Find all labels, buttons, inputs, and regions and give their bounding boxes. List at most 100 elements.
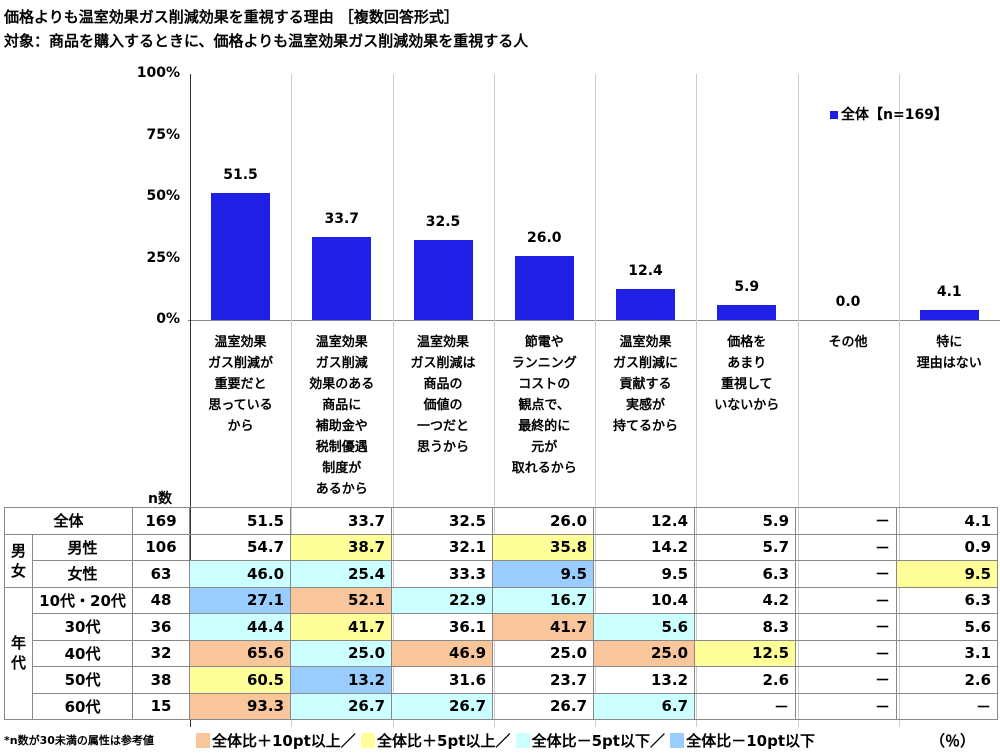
value-cell: 12.5	[694, 639, 797, 667]
value-cell: 46.9	[391, 639, 494, 667]
bar	[616, 289, 675, 320]
value-cell: 23.7	[492, 666, 595, 694]
value-cell: 2.6	[896, 666, 999, 694]
value-cell: 36.1	[391, 613, 494, 641]
bar	[717, 305, 777, 320]
column-divider	[190, 74, 191, 727]
value-cell: 9.5	[896, 560, 999, 588]
category-label: 温室効果 ガス削減は 商品の 価値の 一つだと 思うから	[410, 335, 476, 455]
y-tick-label: 25%	[146, 249, 180, 266]
table-row: 40代 32 65.6 25.0 46.9 25.0 25.0 12.5 － 3.1	[5, 639, 999, 667]
value-cell: 26.7	[290, 692, 393, 720]
row-label: 50代	[32, 666, 134, 694]
key-swatch-yellow	[361, 733, 376, 748]
n-count: 169	[132, 507, 191, 535]
value-cell: 14.2	[593, 533, 696, 561]
category-label: 節電や ランニング コストの 観点で、 最終的に 元が 取れるから	[511, 335, 577, 476]
bar-data-label: 5.9	[734, 279, 760, 296]
value-cell: 32.5	[391, 507, 494, 535]
n-header: n数	[148, 491, 172, 507]
bar-data-label: 0.0	[835, 294, 861, 310]
value-cell: 5.7	[694, 533, 797, 561]
key-label: 全体比－10pt以下	[686, 732, 816, 750]
value-cell: 26.0	[492, 507, 595, 535]
value-cell: －	[795, 666, 898, 694]
bar-data-label: 51.5	[223, 167, 258, 184]
footnote: *n数が30未満の属性は参考値	[4, 734, 154, 747]
bar-data-label: 32.5	[425, 214, 461, 231]
value-cell: 41.7	[290, 613, 393, 641]
value-cell: －	[795, 533, 898, 561]
value-cell: 3.1	[896, 639, 999, 667]
value-cell: 60.5	[189, 666, 292, 694]
table-row: 30代 36 44.4 41.7 36.1 41.7 5.6 8.3 － 5.6	[5, 613, 999, 641]
y-tick-label: 50%	[146, 188, 180, 204]
x-axis-line	[188, 320, 1000, 321]
value-cell: －	[795, 560, 898, 588]
row-label: 40代	[32, 639, 134, 667]
row-label: 60代	[32, 692, 134, 720]
value-cell: 4.2	[694, 586, 797, 614]
bar	[514, 256, 574, 320]
bar	[312, 237, 372, 320]
table-row: 年 代 10代・20代 48 27.1 52.1 22.9 16.7 10.4 4.2 － 6.3	[3, 586, 999, 720]
value-cell: 33.7	[290, 507, 393, 535]
table-row: 女性 63 46.0 25.4 33.3 9.5 9.5 6.3 － 9.5	[5, 560, 999, 588]
value-cell: 51.5	[189, 507, 292, 535]
bar	[919, 309, 979, 320]
column-divider	[595, 74, 596, 727]
category-label: 温室効果 ガス削減が 重要だと 思っている から	[207, 335, 273, 434]
group-label: 年 代	[3, 586, 34, 720]
value-cell: 54.7	[189, 533, 292, 561]
n-count: 106	[132, 533, 191, 561]
chart-subtitle: 対象：商品を購入するときに、価格よりも温室効果ガス削減効果を重視する人	[4, 32, 529, 50]
n-count: 36	[132, 613, 191, 641]
legend-swatch	[830, 111, 838, 119]
key-swatch-blue	[670, 733, 685, 748]
n-count: 48	[132, 586, 191, 614]
column-divider	[392, 74, 394, 727]
category-label: その他	[828, 335, 868, 350]
value-cell: －	[795, 692, 898, 720]
value-cell: 44.4	[189, 613, 292, 641]
bar-data-label: 12.4	[628, 263, 663, 280]
table-row: 男 女男性 106 54.7 38.7 32.1 35.8 14.2 5.7 － 0.9	[3, 533, 999, 588]
value-cell: －	[795, 586, 898, 614]
value-cell: 46.0	[189, 560, 292, 588]
table-row: 全体 169 51.5 33.7 32.5 26.0 12.4 5.9 － 4.1	[3, 507, 999, 535]
chart-title: 価格よりも温室効果ガス削減効果を重視する理由 ［複数回答形式］	[4, 8, 459, 26]
value-cell: 38.7	[290, 533, 393, 561]
column-divider	[291, 74, 293, 727]
value-cell: 9.5	[492, 560, 595, 588]
value-cell: 35.8	[492, 533, 595, 561]
row-label: 10代・20代	[32, 586, 134, 614]
value-cell: 16.7	[492, 586, 595, 614]
value-cell: －	[795, 639, 898, 667]
n-count: 32	[132, 639, 191, 667]
value-cell: 6.3	[694, 560, 797, 588]
column-divider	[696, 74, 698, 727]
value-cell: 5.6	[593, 613, 696, 641]
value-cell: 25.4	[290, 560, 393, 588]
value-cell: 22.9	[391, 586, 494, 614]
value-cell: 93.3	[189, 692, 292, 720]
value-cell: 13.2	[290, 666, 393, 694]
key-swatch-orange	[196, 733, 210, 748]
table-row: 50代 38 60.5 13.2 31.6 23.7 13.2 2.6 － 2.6	[5, 666, 999, 694]
category-label: 温室効果 ガス削減 効果のある 商品に 補助金や 税制優遇 制度が あるから	[309, 335, 375, 497]
value-cell: 26.7	[391, 692, 494, 720]
category-label: 価格を あまり 重視して いないから	[714, 335, 780, 413]
key-label: 全体比＋10pt以上／	[212, 732, 356, 750]
value-cell: 8.3	[694, 613, 797, 641]
value-cell: 6.3	[896, 586, 999, 614]
bar-data-label: 33.7	[324, 211, 360, 228]
column-divider	[797, 74, 799, 727]
data-table: 全体 169 51.5 33.7 32.5 26.0 12.4 5.9 － 4.1 男 女男性 106…	[3, 507, 999, 720]
value-cell: －	[795, 507, 898, 535]
n-count: 38	[132, 666, 191, 694]
bar-data-label: 4.1	[936, 283, 962, 300]
legend-label: 全体【n=169】	[841, 107, 948, 123]
row-label: 30代	[32, 613, 134, 641]
key-swatch-cyan	[515, 733, 530, 748]
value-cell: 10.4	[593, 586, 696, 614]
